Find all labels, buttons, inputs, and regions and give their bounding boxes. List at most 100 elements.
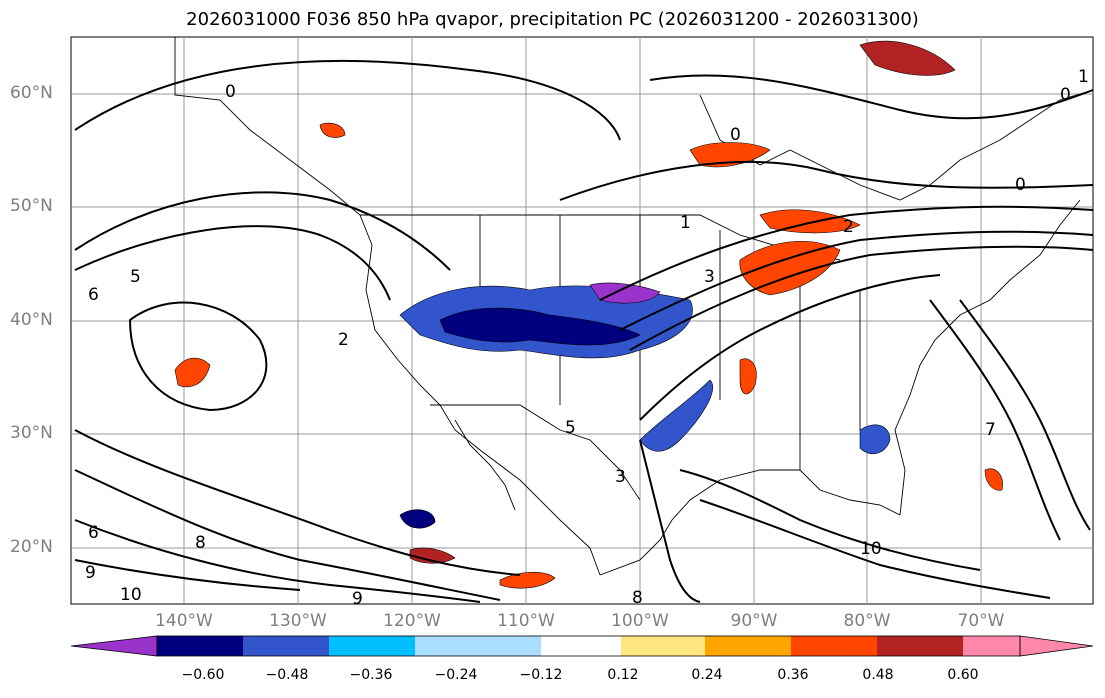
precip-negative-mexico <box>399 509 436 529</box>
lat-label-40: 40°N <box>10 310 53 330</box>
contour-10-carib <box>699 499 1051 599</box>
colorbar-bin <box>621 636 705 656</box>
contour-label: 0 <box>225 82 236 102</box>
colorbar-tick-label: 0.24 <box>691 667 723 683</box>
coastline-west <box>174 37 601 576</box>
precip-positive-gulf-alaska <box>319 122 346 138</box>
contour-label: 3 <box>615 467 626 487</box>
qvapor-contours <box>74 59 1094 603</box>
contour-5-east <box>639 274 941 421</box>
lon-label-80: 80°W <box>843 611 891 631</box>
contour-6-south <box>74 469 501 601</box>
baja-coast <box>454 419 516 511</box>
lat-label-50: 50°N <box>10 196 53 216</box>
contour-label: 2 <box>843 217 854 237</box>
precip-positive-atlantic <box>984 468 1003 491</box>
colorbar-bin <box>329 636 415 656</box>
colorbar <box>70 635 1094 657</box>
lat-label-60: 60°N <box>10 83 53 103</box>
contour-label: 0 <box>1015 175 1026 195</box>
lon-label-130: 130°W <box>269 611 327 631</box>
contour-label: 7 <box>985 420 996 440</box>
contour-atlantic-2 <box>959 299 1091 531</box>
contour-1 <box>559 160 1094 201</box>
contour-label: 10 <box>860 539 882 559</box>
colorbar-extend-right <box>1019 635 1094 657</box>
contour-3-east <box>619 230 1094 331</box>
colorbar-tick-label: −0.12 <box>519 667 563 683</box>
contour-4-east <box>629 245 1094 351</box>
lat-label-30: 30°N <box>10 423 53 443</box>
precip-positive-mexico <box>409 547 456 564</box>
lon-label-120: 120°W <box>383 611 441 631</box>
contour-gulf <box>639 439 701 603</box>
colorbar-bin <box>415 636 501 656</box>
contour-2 <box>74 191 451 271</box>
colorbar-tick-label: −0.48 <box>265 667 309 683</box>
contour-0-ne <box>649 74 1094 120</box>
contour-4-south <box>74 429 521 576</box>
lon-label-70: 70°W <box>957 611 1005 631</box>
precip-positive-pacific-south <box>499 571 556 589</box>
precip-strong-negative <box>439 307 641 346</box>
map-panel: 0 0 0 0 1 1 2 2 3 3 5 5 6 6 7 8 8 9 9 10… <box>70 36 1094 609</box>
colorbar-tick-label: −0.36 <box>349 667 393 683</box>
contour-label: 8 <box>195 533 206 553</box>
precip-negative-southeast <box>859 424 891 455</box>
coastline-east <box>894 199 1081 516</box>
contour-label: 5 <box>130 267 141 287</box>
contour-10-south <box>74 559 301 591</box>
lon-label-110: 110°W <box>497 611 555 631</box>
lat-label-20: 20°N <box>10 537 53 557</box>
gulf-coast <box>599 469 901 576</box>
contour-label: 1 <box>680 213 691 233</box>
colorbar-bin <box>541 636 621 656</box>
precip-positive-north <box>759 209 861 234</box>
colorbar-bin <box>791 636 877 656</box>
precip-shading <box>174 40 1003 589</box>
precip-positive-greatlakes <box>739 241 841 296</box>
contour-label: 0 <box>1060 85 1071 105</box>
colorbar-bin <box>963 636 1020 656</box>
colorbar-tick-label: −0.24 <box>434 667 478 683</box>
contour-label: 1 <box>1078 67 1089 87</box>
precip-positive-pacific <box>174 357 211 388</box>
contour-label: 10 <box>120 585 142 605</box>
contour-label: 5 <box>565 418 576 438</box>
contour-2-pacific <box>128 301 268 412</box>
precip-positive-arctic <box>859 40 956 76</box>
colorbar-tick-label: 0.48 <box>862 667 894 683</box>
lon-label-90: 90°W <box>730 611 778 631</box>
precip-positive-southeast <box>739 358 757 395</box>
contour-0-north <box>74 59 621 141</box>
border-us-mexico <box>430 404 641 501</box>
contour-2-east <box>599 205 1094 301</box>
contour-labels: 0 0 0 0 1 1 2 2 3 3 5 5 6 6 7 8 8 9 9 10… <box>85 67 1089 609</box>
precip-extreme-negative <box>589 282 661 304</box>
contour-label: 3 <box>704 267 715 287</box>
contour-atlantic <box>929 299 1061 541</box>
colorbar-bin <box>877 636 963 656</box>
contour-label: 0 <box>730 125 741 145</box>
precip-positive-hudson <box>689 142 771 168</box>
contour-8-south <box>74 519 481 603</box>
colorbar-extend-left <box>70 635 158 657</box>
contour-label: 9 <box>85 563 96 583</box>
colorbar-bin <box>243 636 329 656</box>
contour-label: 6 <box>88 523 99 543</box>
coastline-canada <box>699 89 1094 201</box>
colorbar-frame <box>156 635 1021 657</box>
contour-label: 2 <box>338 330 349 350</box>
lon-label-140: 140°W <box>155 611 213 631</box>
contour-3 <box>74 225 391 301</box>
precip-negative-gulf <box>639 379 713 452</box>
contour-label: 6 <box>88 285 99 305</box>
lon-label-100: 100°W <box>611 611 669 631</box>
map-title: 2026031000 F036 850 hPa qvapor, precipit… <box>186 9 919 30</box>
colorbar-tick-label: 0.60 <box>947 667 979 683</box>
colorbar-tick-label: 0.12 <box>607 667 639 683</box>
contour-label: 9 <box>352 589 363 609</box>
colorbar-bin <box>705 636 791 656</box>
colorbar-tick-label: −0.60 <box>181 667 225 683</box>
